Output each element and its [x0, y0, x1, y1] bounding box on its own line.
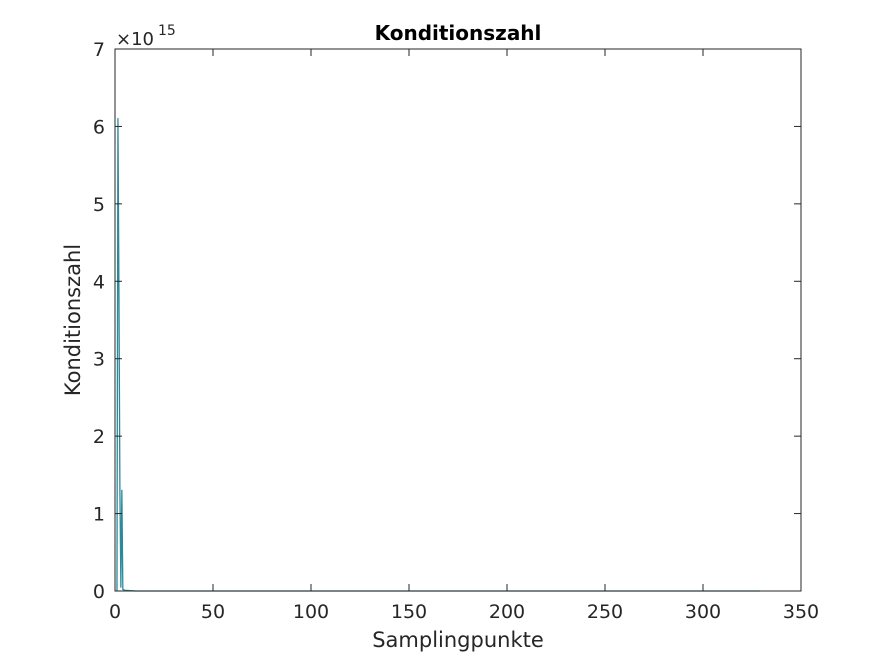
- y-tick-label: 5: [93, 194, 105, 216]
- data-point: [119, 489, 121, 491]
- x-tick-label: 100: [293, 601, 329, 623]
- data-point: [122, 588, 124, 590]
- x-tick-label: 250: [587, 601, 623, 623]
- x-tick-label: 0: [109, 601, 121, 623]
- y-tick-label: 2: [93, 426, 105, 448]
- x-tick-label: 50: [201, 601, 225, 623]
- chart-title: Konditionszahl: [375, 21, 542, 45]
- y-exponent-power: 15: [158, 23, 176, 39]
- data-point: [118, 288, 120, 290]
- x-tick-label: 150: [391, 601, 427, 623]
- ticks-layer: 0 50 100 150 200 250 300 350 0 1 2 3 4 5 6 7: [93, 39, 819, 623]
- y-tick-label: 0: [93, 581, 105, 603]
- x-tick-label: 350: [783, 601, 819, 623]
- x-tick-label: 200: [489, 601, 525, 623]
- data-point: [117, 118, 119, 120]
- y-tick-label: 7: [93, 39, 105, 61]
- x-axis-label: Samplingpunkte: [372, 628, 544, 652]
- y-tick-label: 6: [93, 116, 105, 138]
- data-point: [120, 586, 122, 588]
- y-tick-label: 1: [93, 504, 105, 526]
- data-point: [121, 489, 123, 491]
- y-tick-label: 4: [93, 271, 105, 293]
- x-tick-label: 300: [685, 601, 721, 623]
- y-exponent-base: ×10: [116, 29, 154, 50]
- y-axis-label: Konditionszahl: [61, 244, 85, 396]
- data-point: [124, 589, 126, 591]
- plot-background: [115, 49, 801, 591]
- y-tick-label: 3: [93, 349, 105, 371]
- plot-frame: [114, 48, 802, 592]
